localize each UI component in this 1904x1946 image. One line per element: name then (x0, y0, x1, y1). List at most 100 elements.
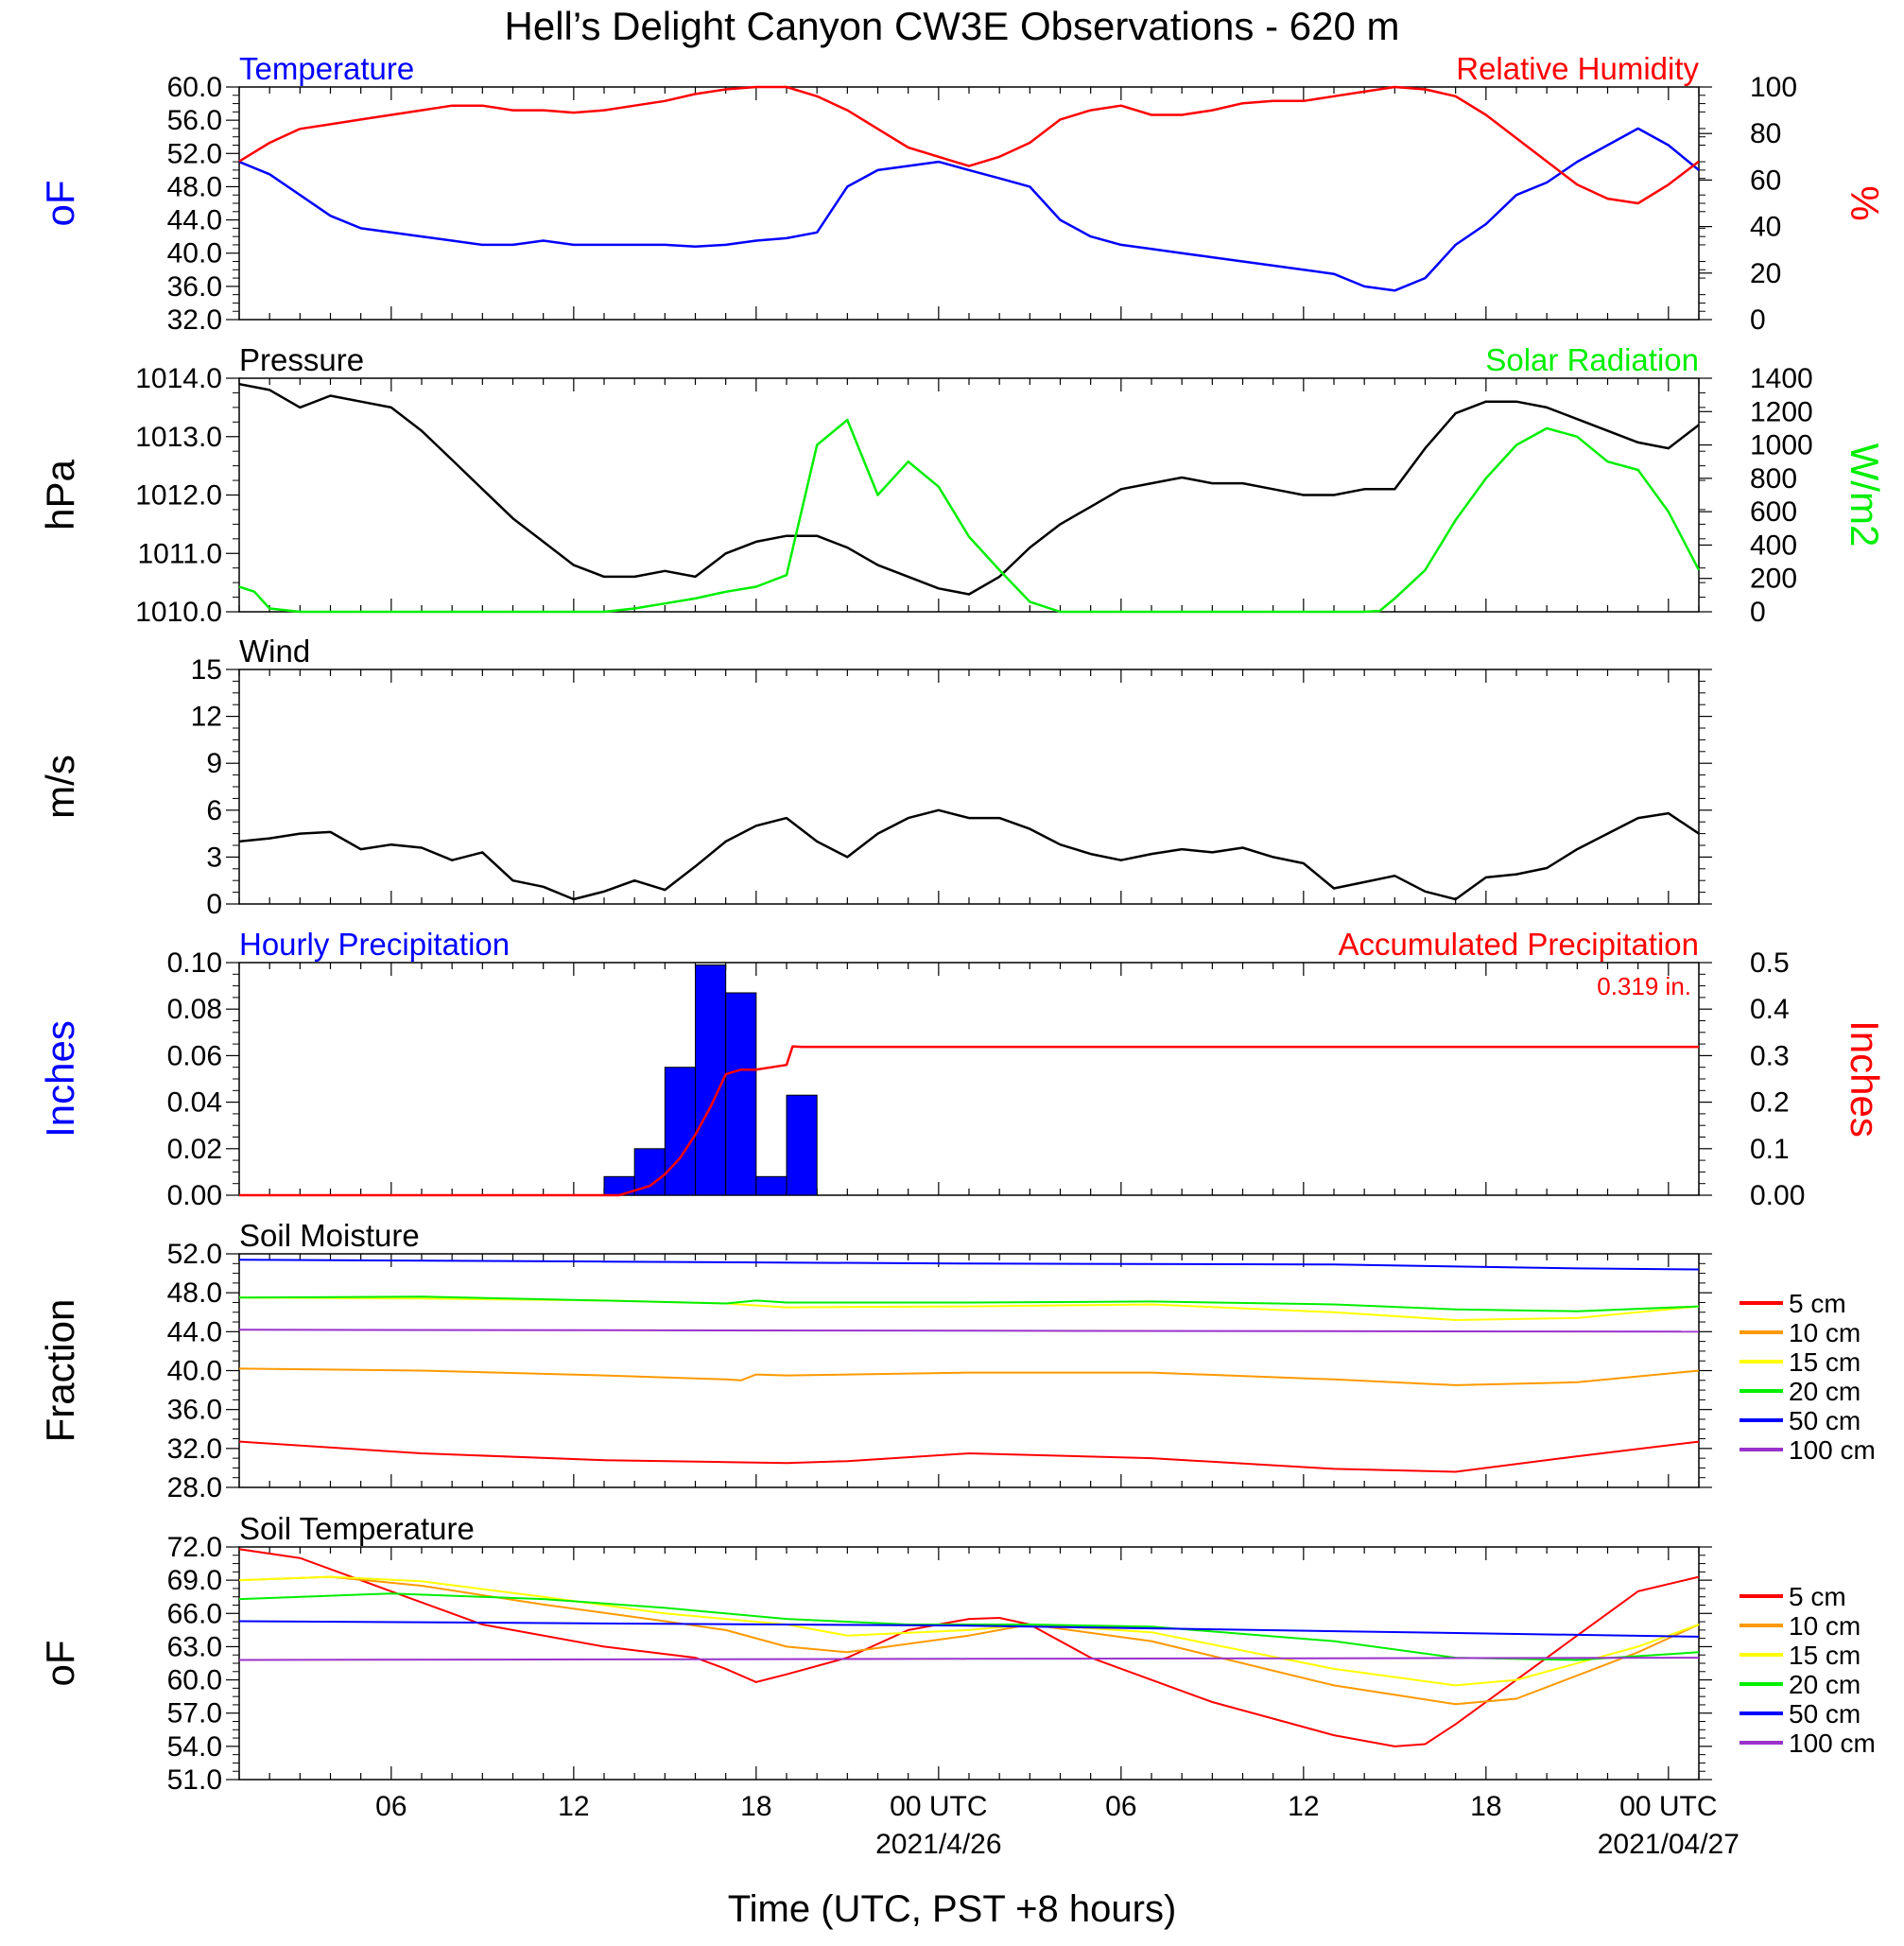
panel-1: 60.056.052.048.044.040.036.032.0 100 80 60 4… (38, 51, 1887, 336)
y-tick-label-left: 32.0 (167, 304, 222, 336)
y-tick-label-left: 0.08 (167, 994, 222, 1025)
series-line-15-cm (238, 1575, 1700, 1687)
panel-title-left: Soil Moisture (239, 1218, 420, 1253)
panel-title-right: Relative Humidity (1456, 51, 1699, 86)
y-tick-label-left: 60.0 (167, 72, 222, 103)
series-line-100-cm (238, 1329, 1700, 1333)
series-line-10-cm (238, 1575, 1700, 1706)
precip-bar (755, 1175, 788, 1196)
series-line-20-cm (238, 1295, 1700, 1312)
panel-title-left: Temperature (239, 51, 414, 86)
y-tick-label-right: 0 (1750, 304, 1766, 336)
y-axis-label-right: W/m2 (1843, 443, 1887, 547)
x-tick-label: 18 (740, 1791, 771, 1822)
y-tick-label-left: 0.10 (167, 947, 222, 979)
y-tick-label-right: 200 (1750, 564, 1797, 595)
series-line-pressure (238, 382, 1700, 596)
y-tick-label-right: 0.1 (1750, 1134, 1790, 1165)
y-tick-label-left: 63.0 (167, 1631, 222, 1662)
precip-bar (664, 1067, 696, 1196)
plot-frame (238, 962, 1700, 1196)
y-tick-label-left: 40.0 (167, 1356, 222, 1387)
x-tick-label: 00 UTC (890, 1791, 987, 1822)
plot-frame (238, 86, 1700, 321)
y-axis-label-left: hPa (38, 459, 82, 530)
series-line-50-cm (238, 1620, 1700, 1638)
legend-label: 20 cm (1789, 1670, 1861, 1699)
y-axis-label-right: Inches (1843, 1020, 1887, 1138)
y-tick-label-right: 60 (1750, 165, 1781, 196)
date-label: 2021/04/27 (1598, 1829, 1740, 1860)
accumulated-total-label: 0.319 in. (1597, 972, 1691, 1000)
y-tick-label-right: 0 (1750, 597, 1766, 628)
x-axis: 06 12 18 00 UTC 06 12 18 00 UTC 2021/4/26 2021/04… (375, 1791, 1740, 1860)
series-line-relative-humidity (238, 85, 1700, 205)
y-tick-label-left: 44.0 (167, 1316, 222, 1347)
y-tick-label-left: 36.0 (167, 271, 222, 303)
y-tick-label-right: 1400 (1750, 363, 1813, 394)
y-tick-label-left: 6 (206, 795, 222, 826)
legend-label: 5 cm (1789, 1582, 1846, 1611)
panel-title-right: Accumulated Precipitation (1338, 927, 1699, 962)
y-tick-label-right: 0.3 (1750, 1040, 1790, 1071)
y-tick-label-right: 80 (1750, 118, 1781, 149)
y-tick-label-left: 56.0 (167, 105, 222, 136)
precip-bar (725, 992, 757, 1196)
series-line-20-cm (238, 1592, 1700, 1661)
y-axis-label-left: m/s (38, 755, 82, 819)
figure-title: Hell’s Delight Canyon CW3E Observations … (505, 4, 1400, 48)
y-tick-label-left: 40.0 (167, 238, 222, 269)
y-tick-label-right: 0.00 (1750, 1180, 1805, 1211)
y-tick-label-right: 20 (1750, 258, 1781, 289)
legend-label: 50 cm (1789, 1406, 1861, 1435)
series-line-accumulated-precipitation (239, 1045, 1699, 1197)
y-tick-label-right: 600 (1750, 496, 1797, 528)
y-tick-label-left: 60.0 (167, 1665, 222, 1696)
y-axis-label-left: oF (38, 1640, 82, 1686)
y-tick-label-left: 66.0 (167, 1598, 222, 1629)
legend-label: 20 cm (1789, 1377, 1861, 1406)
legend-label: 50 cm (1789, 1699, 1861, 1729)
x-axis-label: Time (UTC, PST +8 hours) (728, 1888, 1177, 1930)
series-line-100-cm (238, 1657, 1700, 1661)
y-tick-label-left: 57.0 (167, 1698, 222, 1729)
y-tick-label-right: 100 (1750, 72, 1797, 103)
x-tick-label: 00 UTC (1619, 1791, 1717, 1822)
series-line-solar-radiation (238, 418, 1701, 614)
panel-4: 0.10 0.08 0.06 0.04 0.02 0.00 0.5 0.4 0.3 0.2 0.1 0… (38, 927, 1887, 1211)
y-tick-label-left: 48.0 (167, 1277, 222, 1309)
panel-3: 15 12 9 6 3 0 m/s Wind (38, 634, 1712, 920)
precip-bar (786, 1094, 818, 1196)
y-tick-label-left: 72.0 (167, 1532, 222, 1563)
x-tick-label: 18 (1470, 1791, 1501, 1822)
series-line-wind (238, 808, 1700, 901)
y-tick-label-left: 48.0 (167, 171, 222, 202)
y-axis-label-left: Inches (38, 1020, 82, 1138)
legend-label: 100 cm (1789, 1435, 1876, 1465)
y-tick-label-left: 51.0 (167, 1764, 222, 1796)
plot-frame (238, 1546, 1700, 1781)
panel-6: 72.069.066.063.060.057.054.051.0 oF Soil T… (38, 1511, 1876, 1796)
y-tick-label-left: 12 (191, 702, 222, 733)
x-tick-label: 12 (1288, 1791, 1319, 1822)
panel-2: 1014.0 1013.0 1012.0 1011.0 1010.0 1400120010… (38, 342, 1887, 628)
series-line-5-cm (238, 1548, 1700, 1747)
plot-frame (238, 377, 1700, 613)
panel-title-left: Wind (239, 634, 310, 669)
x-tick-label: 06 (1105, 1791, 1136, 1822)
y-tick-label-left: 52.0 (167, 138, 222, 169)
y-tick-label-right: 400 (1750, 530, 1797, 561)
series-line-5-cm (238, 1440, 1700, 1473)
y-tick-label-left: 0.06 (167, 1040, 222, 1071)
y-tick-label-left: 0 (206, 889, 222, 920)
y-tick-label-left: 1012.0 (135, 480, 222, 512)
y-tick-label-left: 44.0 (167, 205, 222, 236)
y-tick-label-left: 69.0 (167, 1565, 222, 1596)
y-tick-label-left: 1010.0 (135, 597, 222, 628)
y-tick-label-left: 1011.0 (137, 538, 222, 569)
y-axis-label-left: Fraction (38, 1299, 82, 1443)
x-tick-label: 06 (375, 1791, 407, 1822)
plot-frame (238, 669, 1700, 905)
y-tick-label-left: 36.0 (167, 1395, 222, 1426)
precip-bar (695, 964, 727, 1196)
